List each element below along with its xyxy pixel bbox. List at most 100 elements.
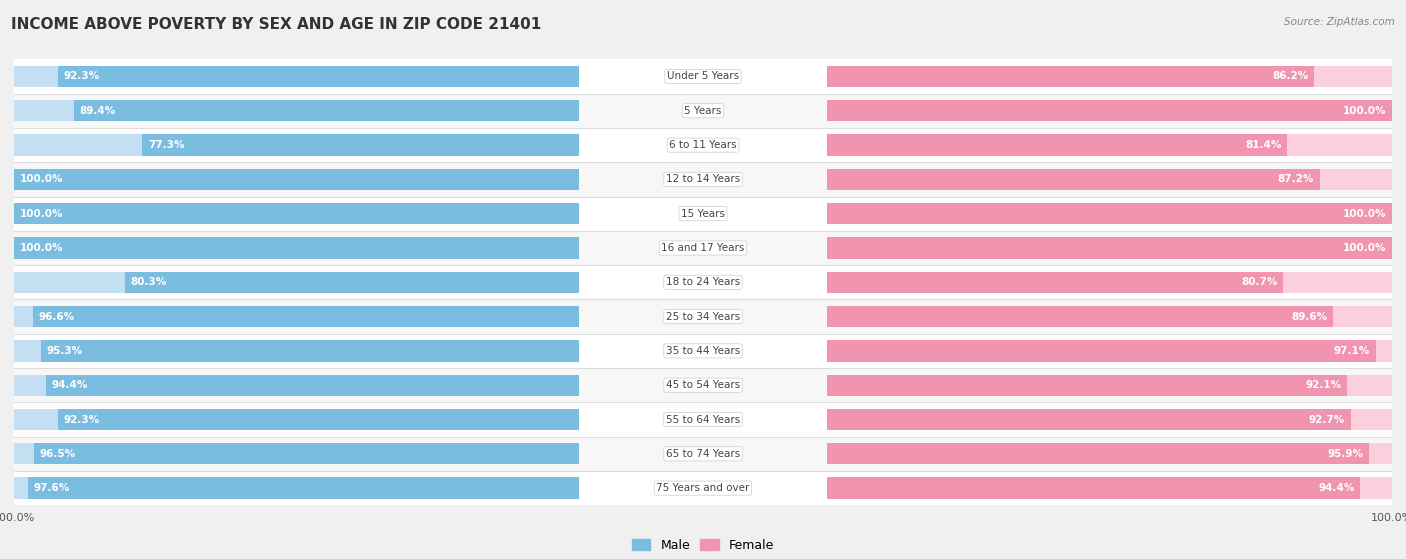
Bar (827, 203, 1392, 224)
Text: 97.6%: 97.6% (34, 483, 69, 493)
Bar (827, 375, 1347, 396)
Bar (14, 203, 579, 224)
Text: 6 to 11 Years: 6 to 11 Years (669, 140, 737, 150)
Bar (34, 443, 579, 465)
Bar (14, 340, 579, 362)
Bar (827, 135, 1286, 156)
Bar (827, 443, 1392, 465)
Bar (28, 477, 579, 499)
Text: INCOME ABOVE POVERTY BY SEX AND AGE IN ZIP CODE 21401: INCOME ABOVE POVERTY BY SEX AND AGE IN Z… (11, 17, 541, 32)
Bar (34, 306, 579, 327)
Bar (14, 59, 1392, 93)
Bar (827, 169, 1320, 190)
Bar (14, 477, 579, 499)
Bar (14, 100, 579, 121)
Text: 89.4%: 89.4% (80, 106, 115, 116)
Bar (827, 443, 1369, 465)
Text: 92.3%: 92.3% (63, 415, 100, 424)
Bar (827, 238, 1392, 259)
Text: 55 to 64 Years: 55 to 64 Years (666, 415, 740, 424)
Text: 18 to 24 Years: 18 to 24 Years (666, 277, 740, 287)
Bar (142, 135, 579, 156)
Bar (58, 66, 579, 87)
Bar (14, 272, 579, 293)
Text: 95.3%: 95.3% (46, 346, 82, 356)
Bar (827, 100, 1392, 121)
Legend: Male, Female: Male, Female (627, 534, 779, 557)
Bar (58, 409, 579, 430)
Bar (827, 100, 1392, 121)
Text: 81.4%: 81.4% (1244, 140, 1281, 150)
Text: 96.6%: 96.6% (39, 311, 75, 321)
Text: 65 to 74 Years: 65 to 74 Years (666, 449, 740, 459)
Text: 100.0%: 100.0% (20, 174, 63, 184)
Bar (14, 238, 579, 259)
Bar (14, 135, 579, 156)
Bar (14, 375, 579, 396)
Bar (827, 409, 1351, 430)
Bar (14, 231, 1392, 265)
Bar (827, 306, 1392, 327)
Text: 92.1%: 92.1% (1306, 380, 1341, 390)
Text: 80.7%: 80.7% (1241, 277, 1278, 287)
Bar (14, 162, 1392, 197)
Text: 89.6%: 89.6% (1292, 311, 1327, 321)
Bar (14, 238, 579, 259)
Text: 100.0%: 100.0% (1343, 106, 1386, 116)
Text: 15 Years: 15 Years (681, 209, 725, 219)
Bar (827, 477, 1360, 499)
Bar (14, 66, 579, 87)
Text: 5 Years: 5 Years (685, 106, 721, 116)
Text: 96.5%: 96.5% (39, 449, 76, 459)
Bar (827, 340, 1375, 362)
Bar (14, 203, 579, 224)
Bar (827, 135, 1392, 156)
Text: 12 to 14 Years: 12 to 14 Years (666, 174, 740, 184)
Bar (827, 306, 1333, 327)
Bar (14, 93, 1392, 128)
Bar (827, 477, 1392, 499)
Text: 80.3%: 80.3% (131, 277, 167, 287)
Bar (827, 203, 1392, 224)
Bar (827, 409, 1392, 430)
Bar (14, 368, 1392, 402)
Text: 97.1%: 97.1% (1334, 346, 1369, 356)
Text: 92.3%: 92.3% (63, 72, 100, 82)
Bar (14, 300, 1392, 334)
Bar (14, 437, 1392, 471)
Bar (14, 128, 1392, 162)
Bar (827, 66, 1315, 87)
Bar (14, 306, 579, 327)
Bar (14, 265, 1392, 300)
Bar (827, 66, 1392, 87)
Bar (14, 409, 579, 430)
Bar (14, 169, 579, 190)
Bar (75, 100, 579, 121)
Bar (827, 238, 1392, 259)
Bar (827, 340, 1392, 362)
Text: Source: ZipAtlas.com: Source: ZipAtlas.com (1284, 17, 1395, 27)
Bar (14, 471, 1392, 505)
Text: 92.7%: 92.7% (1309, 415, 1346, 424)
Text: 100.0%: 100.0% (20, 243, 63, 253)
Text: 35 to 44 Years: 35 to 44 Years (666, 346, 740, 356)
Bar (827, 272, 1392, 293)
Text: 25 to 34 Years: 25 to 34 Years (666, 311, 740, 321)
Text: 86.2%: 86.2% (1272, 72, 1309, 82)
Bar (41, 340, 579, 362)
Text: 94.4%: 94.4% (1319, 483, 1355, 493)
Bar (125, 272, 579, 293)
Text: 95.9%: 95.9% (1327, 449, 1364, 459)
Text: 16 and 17 Years: 16 and 17 Years (661, 243, 745, 253)
Text: 100.0%: 100.0% (20, 209, 63, 219)
Bar (827, 169, 1392, 190)
Bar (827, 272, 1282, 293)
Bar (827, 375, 1392, 396)
Bar (14, 197, 1392, 231)
Text: Under 5 Years: Under 5 Years (666, 72, 740, 82)
Text: 94.4%: 94.4% (51, 380, 87, 390)
Text: 100.0%: 100.0% (1343, 209, 1386, 219)
Text: 100.0%: 100.0% (1343, 243, 1386, 253)
Bar (46, 375, 579, 396)
Bar (14, 334, 1392, 368)
